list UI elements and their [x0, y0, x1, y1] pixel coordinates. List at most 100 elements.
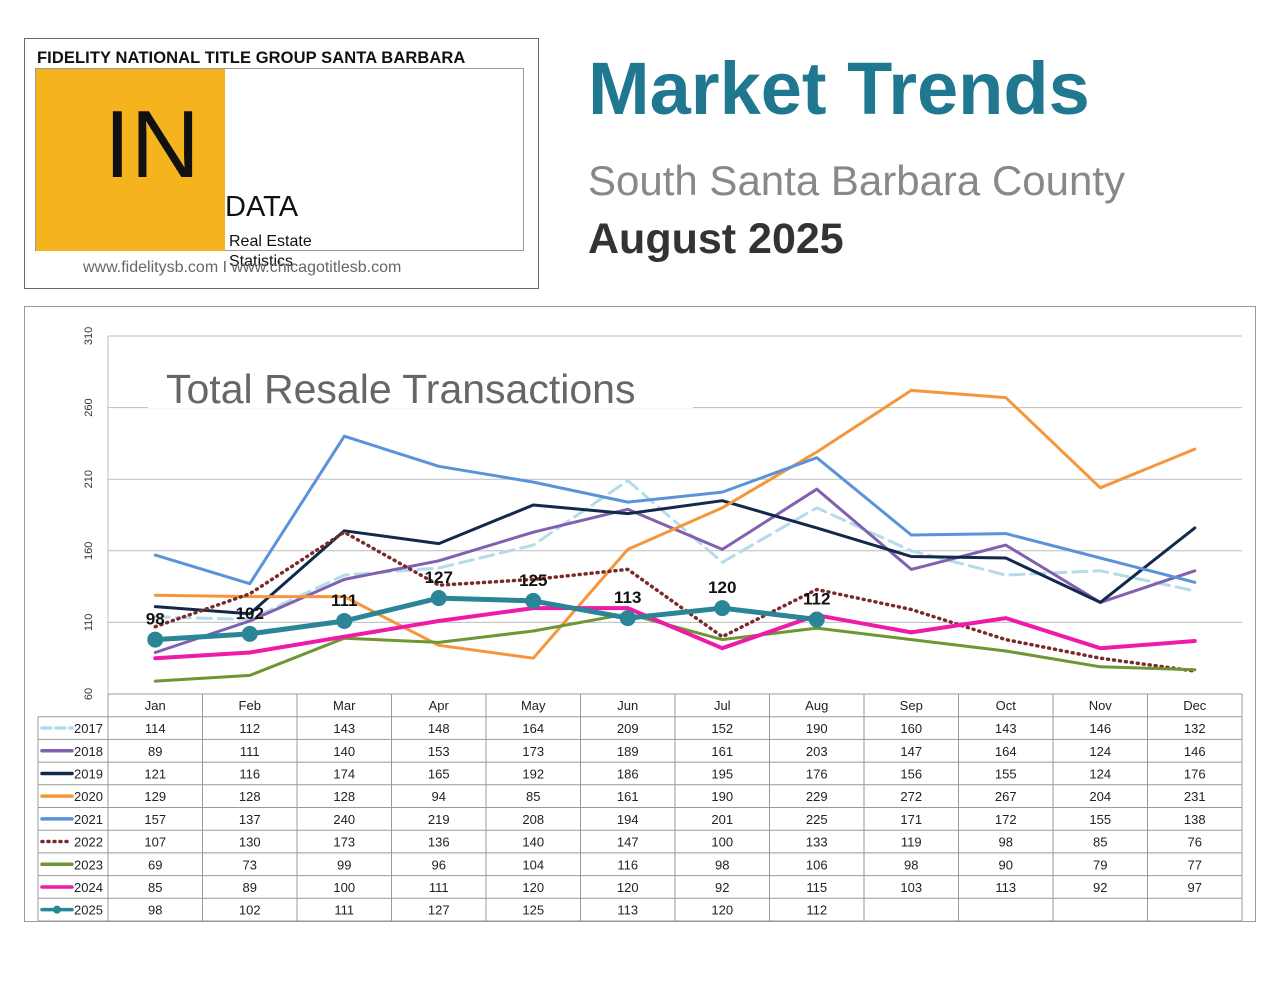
- table-cell-2021-Oct: 172: [995, 812, 1017, 827]
- table-cell-2019-Dec: 176: [1184, 766, 1206, 781]
- table-cell-2019-Jun: 186: [617, 766, 639, 781]
- y-tick-label-210: 210: [83, 470, 95, 488]
- table-cell-2025-Aug: 112: [806, 903, 827, 918]
- table-cell-2023-Jun: 116: [617, 857, 638, 872]
- logo-yellow-block: [36, 69, 225, 251]
- table-header-Apr: Apr: [429, 698, 450, 713]
- table-cell-2024-Aug: 115: [806, 880, 827, 895]
- data-point-2025-May: [525, 592, 542, 609]
- logo-inner-frame: IN DATA Real Estate Statistics: [35, 68, 524, 270]
- table-cell-2022-Oct: 98: [999, 835, 1013, 850]
- table-cell-2022-Nov: 85: [1093, 835, 1107, 850]
- table-header-Jun: Jun: [617, 698, 638, 713]
- table-cell-2023-Sep: 98: [904, 857, 918, 872]
- table-cell-2018-Aug: 203: [806, 744, 828, 759]
- legend-label-2020: 2020: [74, 789, 103, 804]
- table-cell-2023-Feb: 73: [243, 857, 257, 872]
- table-cell-2020-May: 85: [526, 789, 540, 804]
- table-cell-2019-Jul: 195: [711, 766, 733, 781]
- table-cell-2022-Jun: 147: [617, 835, 639, 850]
- data-point-2025-Feb: [241, 625, 258, 642]
- data-label-2025-Mar: 111: [331, 591, 358, 610]
- data-point-2025-Jul: [714, 600, 731, 617]
- table-cell-2017-Dec: 132: [1184, 721, 1206, 736]
- legend-label-2019: 2019: [74, 766, 103, 781]
- table-cell-2025-Jul: 120: [711, 903, 733, 918]
- table-cell-2018-Jun: 189: [617, 744, 639, 759]
- table-cell-2023-Nov: 79: [1093, 857, 1107, 872]
- series-line-2017: [153, 479, 1197, 621]
- table-cell-2020-Sep: 272: [900, 789, 922, 804]
- table-cell-2019-Sep: 156: [900, 766, 922, 781]
- table-cell-2018-Jul: 161: [711, 744, 733, 759]
- table-cell-2023-Aug: 106: [806, 857, 828, 872]
- table-cell-2024-Apr: 111: [429, 880, 449, 895]
- table-cell-2018-Feb: 111: [240, 744, 260, 759]
- table-cell-2021-Jul: 201: [711, 812, 733, 827]
- logo-in-text: IN: [104, 91, 200, 198]
- table-cell-2017-May: 164: [522, 721, 544, 736]
- table-cell-2020-Jul: 190: [711, 789, 733, 804]
- data-label-2025-May: 125: [519, 571, 547, 590]
- series-line-2025: [152, 595, 820, 643]
- table-cell-2017-Aug: 190: [806, 721, 828, 736]
- legend-marker-2025: [53, 905, 61, 914]
- table-cell-2021-Jan: 157: [144, 812, 166, 827]
- table-header-Nov: Nov: [1089, 698, 1113, 713]
- series-line-2022: [153, 530, 1197, 673]
- legend-label-2018: 2018: [74, 744, 103, 759]
- table-cell-2021-Apr: 219: [428, 812, 450, 827]
- table-cell-2018-Oct: 164: [995, 744, 1017, 759]
- table-cell-2017-Sep: 160: [900, 721, 922, 736]
- y-tick-label-260: 260: [83, 398, 95, 416]
- data-point-2025-Jan: [147, 631, 164, 648]
- table-cell-2024-Nov: 92: [1093, 880, 1107, 895]
- table-cell-2022-May: 140: [522, 835, 544, 850]
- table-cell-2024-Oct: 113: [995, 880, 1016, 895]
- table-cell-2023-Dec: 77: [1188, 857, 1202, 872]
- table-cell-2025-Jun: 113: [617, 903, 638, 918]
- table-cell-2019-Oct: 155: [995, 766, 1017, 781]
- logo-data-text: DATA: [225, 191, 299, 223]
- table-header-Jan: Jan: [145, 698, 166, 713]
- table-cell-2021-Nov: 155: [1089, 812, 1111, 827]
- table-cell-2022-Mar: 173: [333, 835, 355, 850]
- table-cell-2017-Apr: 148: [428, 721, 450, 736]
- table-cell-2023-Jul: 98: [715, 857, 729, 872]
- table-cell-2019-Nov: 124: [1089, 766, 1111, 781]
- series-line-2021: [153, 434, 1197, 586]
- data-label-2025-Jun: 113: [614, 588, 641, 607]
- series-line-2020: [153, 388, 1197, 660]
- table-cell-2017-Oct: 143: [995, 721, 1017, 736]
- table-cell-2020-Dec: 231: [1184, 789, 1206, 804]
- table-cell-2024-Sep: 103: [900, 880, 922, 895]
- table-header-Jul: Jul: [714, 698, 731, 713]
- table-cell-2021-Mar: 240: [333, 812, 355, 827]
- table-cell-2017-Mar: 143: [333, 721, 355, 736]
- table-cell-2018-Mar: 140: [333, 744, 355, 759]
- table-cell-2020-Oct: 267: [995, 789, 1017, 804]
- table-cell-2021-Feb: 137: [239, 812, 261, 827]
- table-cell-2023-Oct: 90: [999, 857, 1013, 872]
- table-cell-2024-Dec: 97: [1188, 880, 1202, 895]
- y-tick-label-60: 60: [83, 688, 95, 700]
- logo-title: FIDELITY NATIONAL TITLE GROUP SANTA BARB…: [37, 49, 466, 67]
- table-header-Aug: Aug: [805, 698, 828, 713]
- data-point-2025-Apr: [430, 590, 447, 607]
- table-cell-2021-Dec: 138: [1184, 812, 1206, 827]
- region-subtitle: South Santa Barbara County: [588, 157, 1126, 204]
- table-cell-2025-Feb: 102: [239, 903, 261, 918]
- series-line-2024: [153, 606, 1197, 661]
- chart-title-background: [148, 352, 693, 408]
- table-cell-2024-Jun: 120: [617, 880, 639, 895]
- table-cell-2022-Apr: 136: [428, 835, 450, 850]
- table-cell-2018-Jan: 89: [148, 744, 162, 759]
- period-subtitle: August 2025: [588, 215, 844, 263]
- table-cell-2020-Mar: 128: [333, 789, 355, 804]
- table-cell-2017-Jan: 114: [145, 721, 166, 736]
- table-cell-2024-May: 120: [522, 880, 544, 895]
- table-cell-2025-Mar: 111: [334, 903, 354, 918]
- table-cell-2018-Apr: 153: [428, 744, 450, 759]
- table-cell-2017-Jul: 152: [711, 721, 733, 736]
